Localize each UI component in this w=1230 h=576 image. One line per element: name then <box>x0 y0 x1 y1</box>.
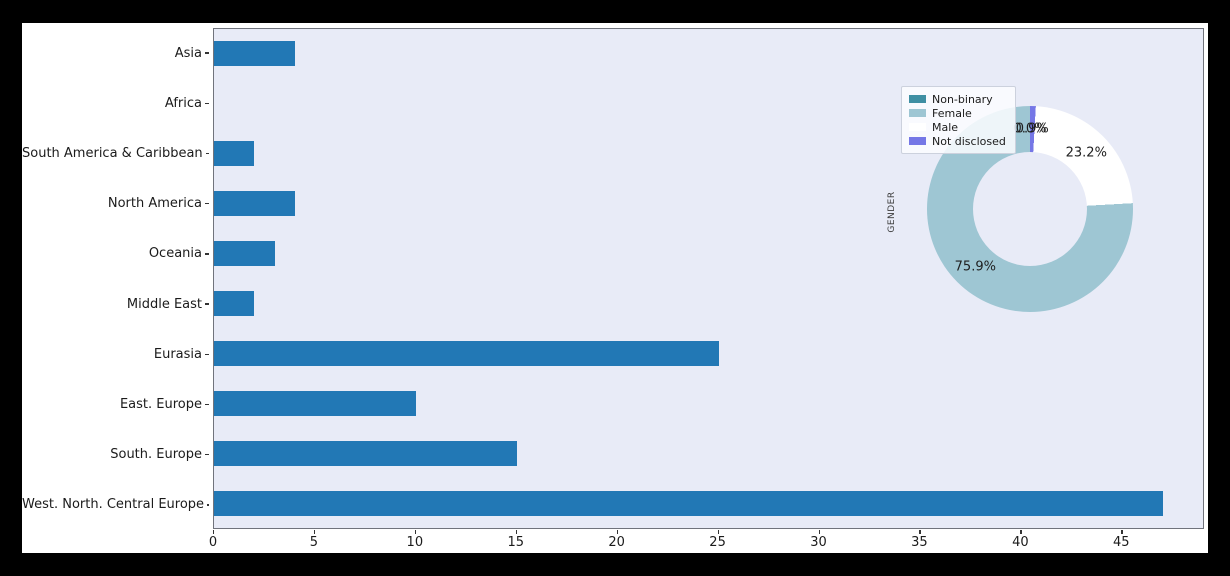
ytick-label: South America & Caribbean <box>22 146 203 161</box>
ytick-mark <box>205 152 209 155</box>
legend-item: Non-binary <box>909 92 1006 106</box>
xtick-mark <box>919 530 921 534</box>
legend-item: Female <box>909 106 1006 120</box>
ytick-row: Oceania <box>22 229 209 279</box>
ytick-label: Africa <box>164 95 202 111</box>
bar <box>214 440 517 466</box>
xtick-mark <box>1121 530 1123 534</box>
legend-label: Female <box>932 106 972 120</box>
bar <box>214 390 416 416</box>
donut-pct-label: 23.2% <box>1065 145 1107 161</box>
bar <box>214 340 719 366</box>
y-axis-tick-labels: Asia Africa South America & Caribbean North… <box>22 28 209 530</box>
legend-swatch <box>909 123 926 131</box>
xtick-mark <box>1020 530 1022 534</box>
ytick-label: West. North. Central Europe <box>22 497 205 513</box>
xtick-mark <box>818 530 820 534</box>
legend-item: Not disclosed <box>909 134 1006 148</box>
ytick-mark <box>205 353 209 356</box>
ytick-label: Asia <box>174 45 202 61</box>
ytick-row: North America <box>22 179 209 229</box>
bar <box>214 191 295 217</box>
xtick-mark <box>616 530 619 534</box>
legend-label: Non-binary <box>932 92 993 106</box>
ytick-mark <box>205 52 209 54</box>
figure: Asia Africa South America & Caribbean North… <box>22 23 1208 553</box>
legend-item: Male <box>909 120 1006 134</box>
ytick-label: Oceania <box>148 246 202 262</box>
xtick-label: 15 <box>507 535 525 550</box>
xtick-label: 25 <box>709 535 726 550</box>
gender-axis-label: GENDER <box>887 191 897 233</box>
gender-donut-inset: 0.0% 75.9% 23.2% 0.9% <box>927 106 1133 312</box>
bar <box>214 290 255 316</box>
xtick-label: 30 <box>810 535 827 550</box>
legend-swatch <box>909 95 926 103</box>
donut-hole <box>973 152 1087 266</box>
xtick-mark <box>213 530 215 534</box>
bar <box>214 141 255 167</box>
donut-pct-label: 0.0% <box>1013 121 1047 137</box>
bar <box>214 241 275 267</box>
legend-label: Not disclosed <box>932 134 1006 148</box>
ytick-row: Eurasia <box>22 329 209 379</box>
xtick-mark <box>313 530 316 534</box>
ytick-mark <box>205 203 209 205</box>
bar <box>214 41 295 67</box>
ytick-mark <box>205 454 209 456</box>
ytick-row: East. Europe <box>22 379 209 429</box>
bar <box>214 490 1163 516</box>
xtick-mark <box>717 530 719 534</box>
ytick-row: South. Europe <box>22 430 209 480</box>
ytick-label: North America <box>107 196 202 212</box>
ytick-row: Africa <box>22 78 209 128</box>
ytick-label: South. Europe <box>110 447 202 463</box>
ytick-row: Middle East <box>22 279 209 329</box>
ytick-label: Eurasia <box>153 346 202 362</box>
ytick-mark <box>207 504 209 506</box>
xtick-label: 20 <box>608 535 625 550</box>
ytick-label: Middle East <box>126 296 202 312</box>
legend: Non-binary Female Male Not disclosed <box>901 86 1016 154</box>
xtick-label: 40 <box>1012 535 1029 550</box>
donut-pct-label: 75.9% <box>954 259 996 275</box>
ytick-row: West. North. Central Europe <box>22 480 209 530</box>
xtick-label: 35 <box>911 535 928 550</box>
xtick-label: 10 <box>406 535 424 550</box>
ytick-mark <box>205 253 209 255</box>
ytick-mark <box>205 102 209 104</box>
ytick-row: South America & Caribbean <box>22 128 209 178</box>
legend-swatch <box>909 109 926 117</box>
bar-chart-plot-area: 0.0% 75.9% 23.2% 0.9% GENDER Non-binary Fema… <box>213 28 1204 529</box>
legend-label: Male <box>932 120 959 134</box>
xtick-label: 5 <box>309 535 319 550</box>
donut-pct-label: 0.9% <box>1015 121 1049 137</box>
ytick-mark <box>205 303 209 305</box>
xtick-label: 45 <box>1112 535 1130 550</box>
xtick-mark <box>414 530 417 534</box>
legend-swatch <box>909 137 926 145</box>
xtick-mark <box>515 530 518 534</box>
ytick-row: Asia <box>22 28 209 78</box>
xtick-label: 0 <box>208 535 218 550</box>
ytick-mark <box>205 403 209 406</box>
ytick-label: East. Europe <box>119 397 202 413</box>
